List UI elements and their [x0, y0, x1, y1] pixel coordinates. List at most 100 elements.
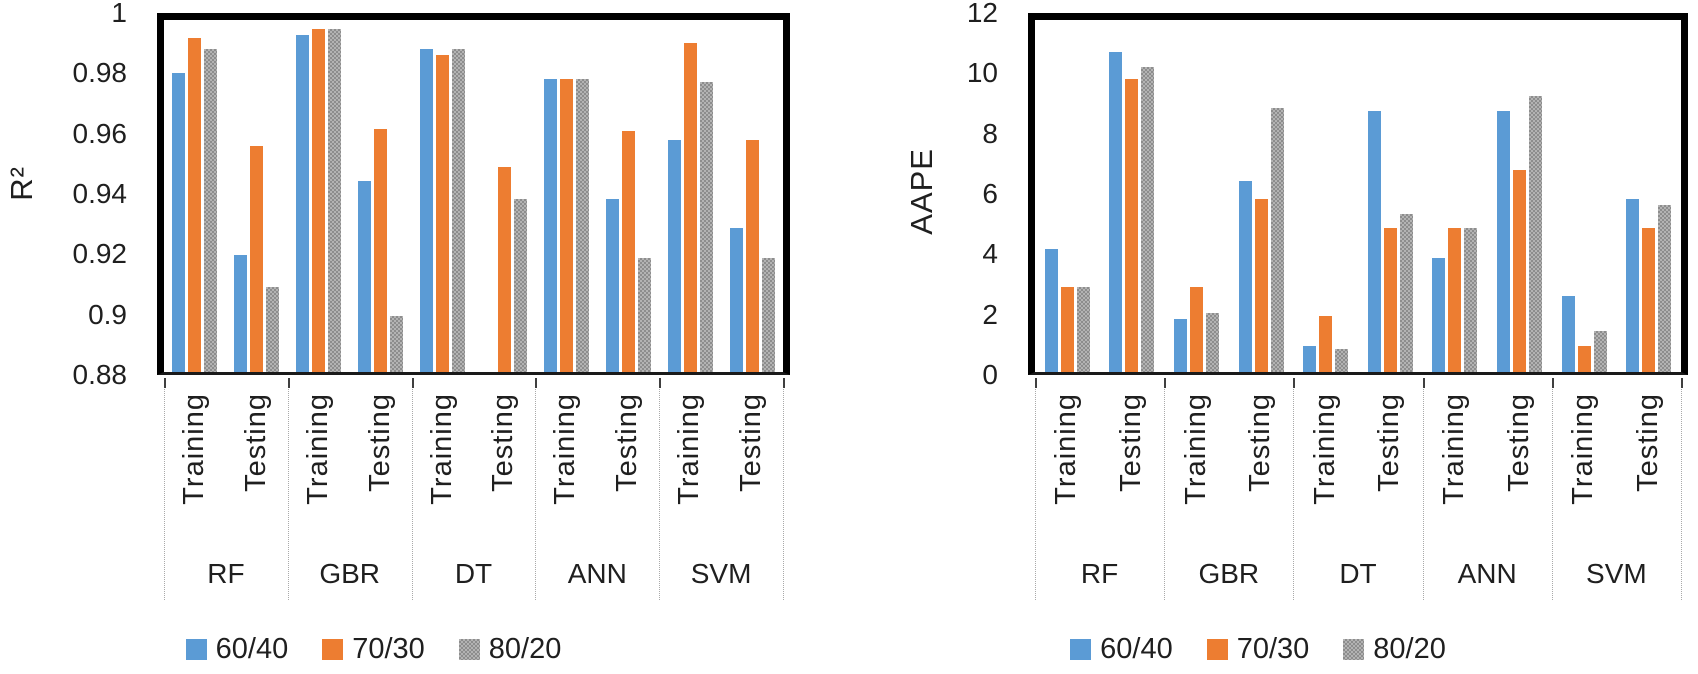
y-tick-label: 8 [982, 117, 998, 149]
bar-70-30 [1060, 286, 1074, 372]
x-sublabel: Testing [1373, 393, 1406, 492]
bar-60-40 [1432, 257, 1446, 372]
bar-80-20 [328, 28, 342, 372]
bar-60-40 [667, 140, 681, 372]
x-sublabel: Training [1050, 393, 1083, 505]
category-slot [1100, 20, 1165, 372]
bar-80-20 [1528, 96, 1542, 372]
legend-swatch-80-20 [1343, 639, 1365, 660]
y-tick-label: 6 [982, 178, 998, 209]
legend-label: 60/40 [215, 633, 289, 665]
category-separator [1035, 381, 1036, 600]
y-tick-label: 0.98 [72, 57, 128, 89]
category-slot [412, 20, 474, 372]
x-sublabel: Testing [363, 393, 396, 492]
legend-item: 70/30 [322, 633, 425, 666]
category-slot [1487, 20, 1552, 372]
legend-item: 70/30 [1206, 633, 1309, 666]
category-separator [1293, 381, 1295, 600]
bar-60-40 [1367, 110, 1381, 372]
bar-80-20 [1464, 228, 1478, 372]
bar-60-40 [234, 254, 248, 372]
x-group-label: RF [207, 558, 245, 589]
bar-80-20 [1658, 204, 1672, 372]
x-group-label: DT [454, 558, 493, 589]
x-sublabel: Training [425, 393, 458, 505]
plot-area [1028, 13, 1688, 375]
x-sublabel: Training [1437, 393, 1470, 505]
category-separator [287, 381, 289, 600]
axis-tick [659, 378, 662, 388]
category-slot [350, 20, 412, 372]
y-tick-label: 0.96 [72, 117, 128, 149]
axis-tick [287, 378, 290, 388]
category-separator [1422, 381, 1424, 600]
y-tick-label: 0.92 [72, 238, 128, 270]
bar-70-30 [436, 55, 450, 372]
bar-60-40 [729, 228, 743, 372]
y-tick-label: 12 [966, 0, 998, 28]
bar-60-40 [605, 198, 619, 372]
x-sublabel: Testing [1244, 393, 1277, 492]
axis-tick [164, 378, 166, 388]
category-separator [1164, 381, 1166, 600]
category-separator [164, 381, 165, 600]
legend-item: 80/20 [1343, 633, 1446, 666]
bar-60-40 [420, 49, 434, 372]
legend-label: 70/30 [352, 633, 425, 665]
category-slot [1293, 20, 1358, 372]
x-sublabel: Training [1179, 393, 1212, 505]
bar-60-40 [1496, 110, 1510, 372]
category-slot [1164, 20, 1229, 372]
legend-swatch-60-40 [1070, 639, 1092, 660]
y-tick-label: 1 [111, 0, 127, 28]
bar-70-30 [745, 140, 759, 372]
x-sublabel: Training [549, 393, 582, 505]
x-group-label: ANN [1457, 558, 1517, 589]
bar-80-20 [1076, 286, 1090, 372]
bar-70-30 [250, 146, 264, 372]
axis-tick [535, 378, 538, 388]
bar-60-40 [1173, 319, 1187, 372]
bar-80-20 [1205, 313, 1219, 372]
category-slot [659, 20, 721, 372]
x-group-label: DT [1339, 558, 1377, 589]
x-sublabel: Training [177, 393, 210, 505]
category-slot [164, 20, 226, 372]
x-sublabel: Testing [1502, 393, 1535, 492]
x-sublabel: Testing [1631, 393, 1664, 492]
legend: 60/40 70/30 80/20 [928, 633, 1588, 666]
bar-60-40 [1561, 295, 1575, 372]
bar-70-30 [1448, 228, 1462, 372]
legend-label: 80/20 [1373, 633, 1446, 665]
axis-tick [1164, 378, 1167, 388]
x-sublabel: Testing [611, 393, 644, 492]
category-separator [1551, 381, 1553, 600]
x-sublabel: Testing [487, 393, 520, 492]
x-sublabel: Training [673, 393, 706, 505]
bar-80-20 [1399, 213, 1413, 372]
bar-80-20 [1141, 66, 1155, 372]
bar-70-30 [374, 128, 388, 372]
x-group-label: ANN [567, 558, 627, 589]
x-group-label: SVM [690, 558, 752, 589]
x-sublabel: Training [1308, 393, 1341, 505]
bar-70-30 [1642, 228, 1656, 372]
bar-70-30 [1577, 345, 1591, 372]
bar-70-30 [312, 28, 326, 372]
x-sublabel: Training [1567, 393, 1600, 505]
bar-60-40 [296, 34, 310, 372]
bar-80-20 [637, 257, 651, 372]
category-slot [721, 20, 783, 372]
category-slot [1035, 20, 1100, 372]
legend-item: 60/40 [1070, 633, 1173, 666]
category-slot [226, 20, 288, 372]
bar-70-30 [1189, 286, 1203, 372]
bar-70-30 [1383, 228, 1397, 372]
category-slot [1229, 20, 1294, 372]
axis-tick [1681, 378, 1683, 388]
bar-70-30 [559, 78, 573, 372]
bar-70-30 [1254, 198, 1268, 372]
category-slot [1358, 20, 1423, 372]
legend-item: 80/20 [458, 633, 561, 666]
